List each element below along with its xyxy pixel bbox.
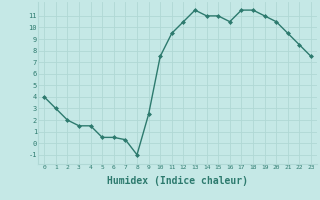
- X-axis label: Humidex (Indice chaleur): Humidex (Indice chaleur): [107, 176, 248, 186]
